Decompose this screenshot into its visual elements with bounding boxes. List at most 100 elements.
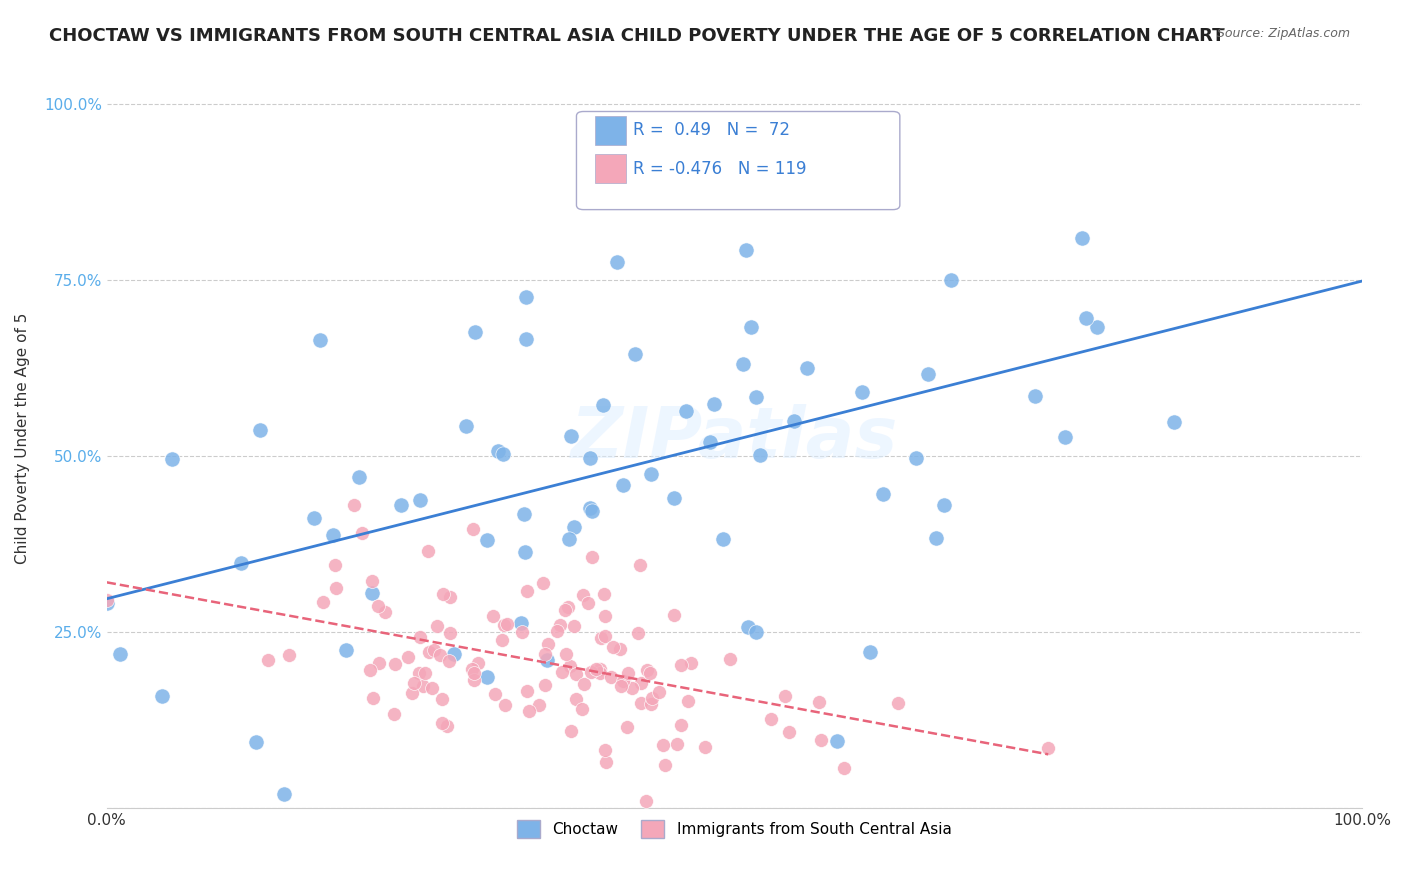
Point bbox=[662, 607, 685, 622]
Text: Source: ZipAtlas.com: Source: ZipAtlas.com bbox=[1216, 27, 1350, 40]
Point bbox=[312, 595, 335, 609]
Point bbox=[676, 694, 699, 708]
Point bbox=[249, 423, 271, 437]
Point bbox=[408, 666, 430, 681]
Point bbox=[595, 755, 617, 769]
Point bbox=[367, 599, 389, 613]
Point bbox=[654, 757, 676, 772]
Point bbox=[693, 740, 716, 755]
Point bbox=[454, 419, 477, 434]
Point bbox=[612, 673, 634, 688]
Point bbox=[932, 498, 955, 512]
Point bbox=[278, 648, 301, 662]
Point bbox=[515, 332, 537, 346]
Point bbox=[740, 319, 762, 334]
Point bbox=[343, 498, 366, 512]
Point bbox=[572, 587, 595, 601]
Point bbox=[616, 720, 638, 734]
Point bbox=[579, 665, 602, 680]
Point bbox=[630, 697, 652, 711]
Point bbox=[150, 689, 173, 703]
Point bbox=[162, 452, 184, 467]
Point bbox=[361, 690, 384, 705]
Point bbox=[617, 665, 640, 680]
Point bbox=[257, 653, 280, 667]
Point bbox=[626, 626, 648, 640]
Point bbox=[475, 670, 498, 684]
Point bbox=[384, 657, 406, 672]
Point bbox=[463, 666, 485, 681]
Point bbox=[560, 724, 582, 739]
Point bbox=[662, 491, 685, 505]
Point bbox=[560, 658, 582, 673]
Text: CHOCTAW VS IMMIGRANTS FROM SOUTH CENTRAL ASIA CHILD POVERTY UNDER THE AGE OF 5 C: CHOCTAW VS IMMIGRANTS FROM SOUTH CENTRAL… bbox=[49, 27, 1225, 45]
Point bbox=[565, 666, 588, 681]
Point bbox=[904, 450, 927, 465]
Point bbox=[513, 508, 536, 522]
Point bbox=[517, 704, 540, 718]
Text: R = -0.476   N = 119: R = -0.476 N = 119 bbox=[633, 160, 806, 178]
Point bbox=[463, 673, 485, 687]
Point bbox=[1024, 389, 1046, 403]
Point bbox=[589, 631, 612, 645]
Point bbox=[360, 574, 382, 588]
Point bbox=[593, 742, 616, 756]
Point bbox=[711, 532, 734, 546]
Point bbox=[825, 734, 848, 748]
Point bbox=[875, 145, 897, 159]
Point bbox=[548, 617, 571, 632]
Point bbox=[578, 500, 600, 515]
Legend: Choctaw, Immigrants from South Central Asia: Choctaw, Immigrants from South Central A… bbox=[512, 814, 957, 845]
Point bbox=[641, 690, 664, 705]
Point bbox=[692, 118, 714, 132]
Point bbox=[430, 715, 453, 730]
Point bbox=[574, 676, 596, 690]
Point bbox=[527, 698, 550, 712]
Point bbox=[554, 648, 576, 662]
Point bbox=[515, 290, 537, 304]
Point bbox=[620, 681, 643, 696]
Point bbox=[443, 647, 465, 661]
Point bbox=[96, 596, 118, 610]
Point bbox=[636, 664, 658, 678]
Point bbox=[1074, 311, 1097, 326]
Point bbox=[382, 707, 405, 722]
Point bbox=[516, 583, 538, 598]
Point bbox=[401, 686, 423, 700]
Point bbox=[486, 443, 509, 458]
Point bbox=[718, 652, 741, 666]
Point bbox=[640, 697, 662, 711]
Point bbox=[273, 787, 295, 801]
Point bbox=[699, 434, 721, 449]
Point bbox=[562, 520, 585, 534]
Point bbox=[571, 702, 593, 716]
Point bbox=[593, 629, 616, 643]
Point bbox=[581, 550, 603, 565]
Point bbox=[335, 642, 357, 657]
Point bbox=[533, 678, 555, 692]
Point bbox=[624, 346, 647, 360]
Point bbox=[589, 666, 612, 681]
Point bbox=[461, 522, 484, 536]
Point bbox=[418, 645, 440, 659]
Point bbox=[475, 533, 498, 547]
Point bbox=[494, 617, 516, 632]
Point bbox=[396, 650, 419, 665]
Point bbox=[516, 683, 538, 698]
Point bbox=[481, 609, 503, 624]
Point bbox=[550, 665, 572, 679]
Point bbox=[322, 527, 344, 541]
Point bbox=[745, 625, 768, 640]
Point bbox=[609, 641, 631, 656]
Point bbox=[350, 525, 373, 540]
Point bbox=[347, 470, 370, 484]
Text: ZIPatlas: ZIPatlas bbox=[571, 404, 898, 473]
Point bbox=[554, 603, 576, 617]
Point bbox=[851, 384, 873, 399]
Point bbox=[600, 670, 623, 684]
Point bbox=[630, 676, 652, 690]
Point bbox=[671, 718, 693, 732]
Point bbox=[412, 679, 434, 693]
Point bbox=[628, 558, 651, 573]
Point bbox=[461, 662, 484, 676]
